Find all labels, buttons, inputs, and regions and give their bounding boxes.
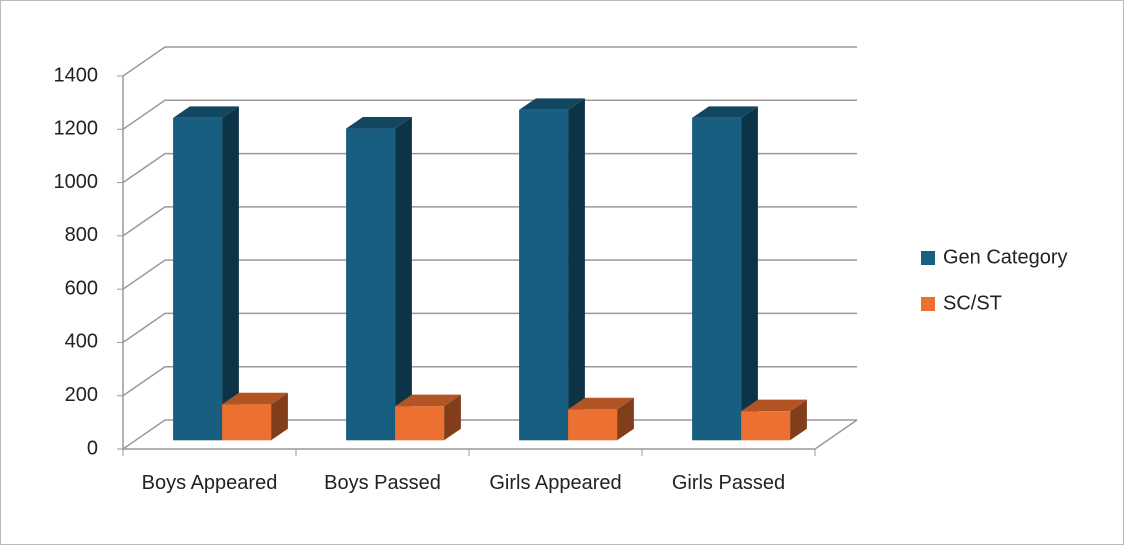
bar-top [173,106,239,118]
bar-front [741,411,791,441]
bar [346,116,412,441]
y-tick-label: 400 [65,331,98,353]
bar [692,106,758,441]
grid-line [122,312,857,344]
bar [395,394,461,441]
legend-swatch [921,297,935,311]
bar [741,399,807,441]
bar-side [568,98,585,441]
bar-front [568,409,618,441]
legend-label: Gen Category [943,246,1068,268]
x-tick-label: Girls Passed [671,472,786,494]
floor-right [814,419,858,450]
grid-line [122,46,857,77]
bar-top [222,392,288,405]
bar-top [519,98,585,110]
y-tick-label: 600 [65,277,98,299]
x-tick-label: Boys Appeared [141,472,278,494]
y-tick-label: 1200 [54,118,99,140]
grid-line [122,365,857,397]
legend-swatch [921,251,935,265]
y-tick-label: 0 [87,437,98,459]
y-tick-label: 1000 [54,171,99,193]
bar-top [692,106,758,118]
grid-line [122,259,857,290]
bar-front [519,109,569,441]
y-tick-label: 200 [65,384,98,406]
bar-top [395,394,461,407]
bar-side [444,394,461,441]
grid-line [122,152,857,184]
bar-side [617,397,634,441]
grid-line [122,99,857,130]
x-tick-label: Boys Passed [324,472,441,494]
bar [519,98,585,441]
bar-front [222,404,272,441]
bar-side [271,392,288,441]
bar [222,392,288,441]
bar [173,106,239,441]
bar-front [346,128,396,441]
x-tick-label: Girls Appeared [489,472,622,494]
bar-top [568,397,634,410]
bar-front [395,406,445,441]
bar-front [692,117,742,441]
bar-side [741,106,758,441]
bar-side [790,399,807,441]
bar-top [741,399,807,412]
bar-side [222,106,239,441]
bar-side [395,116,412,441]
bar-front [173,117,223,441]
legend-label: SC/ST [943,292,1002,314]
grid-line [122,206,857,237]
y-tick-label: 1400 [54,64,99,86]
bar [568,397,634,441]
bar-top [346,116,412,129]
y-tick-label: 800 [65,224,98,246]
